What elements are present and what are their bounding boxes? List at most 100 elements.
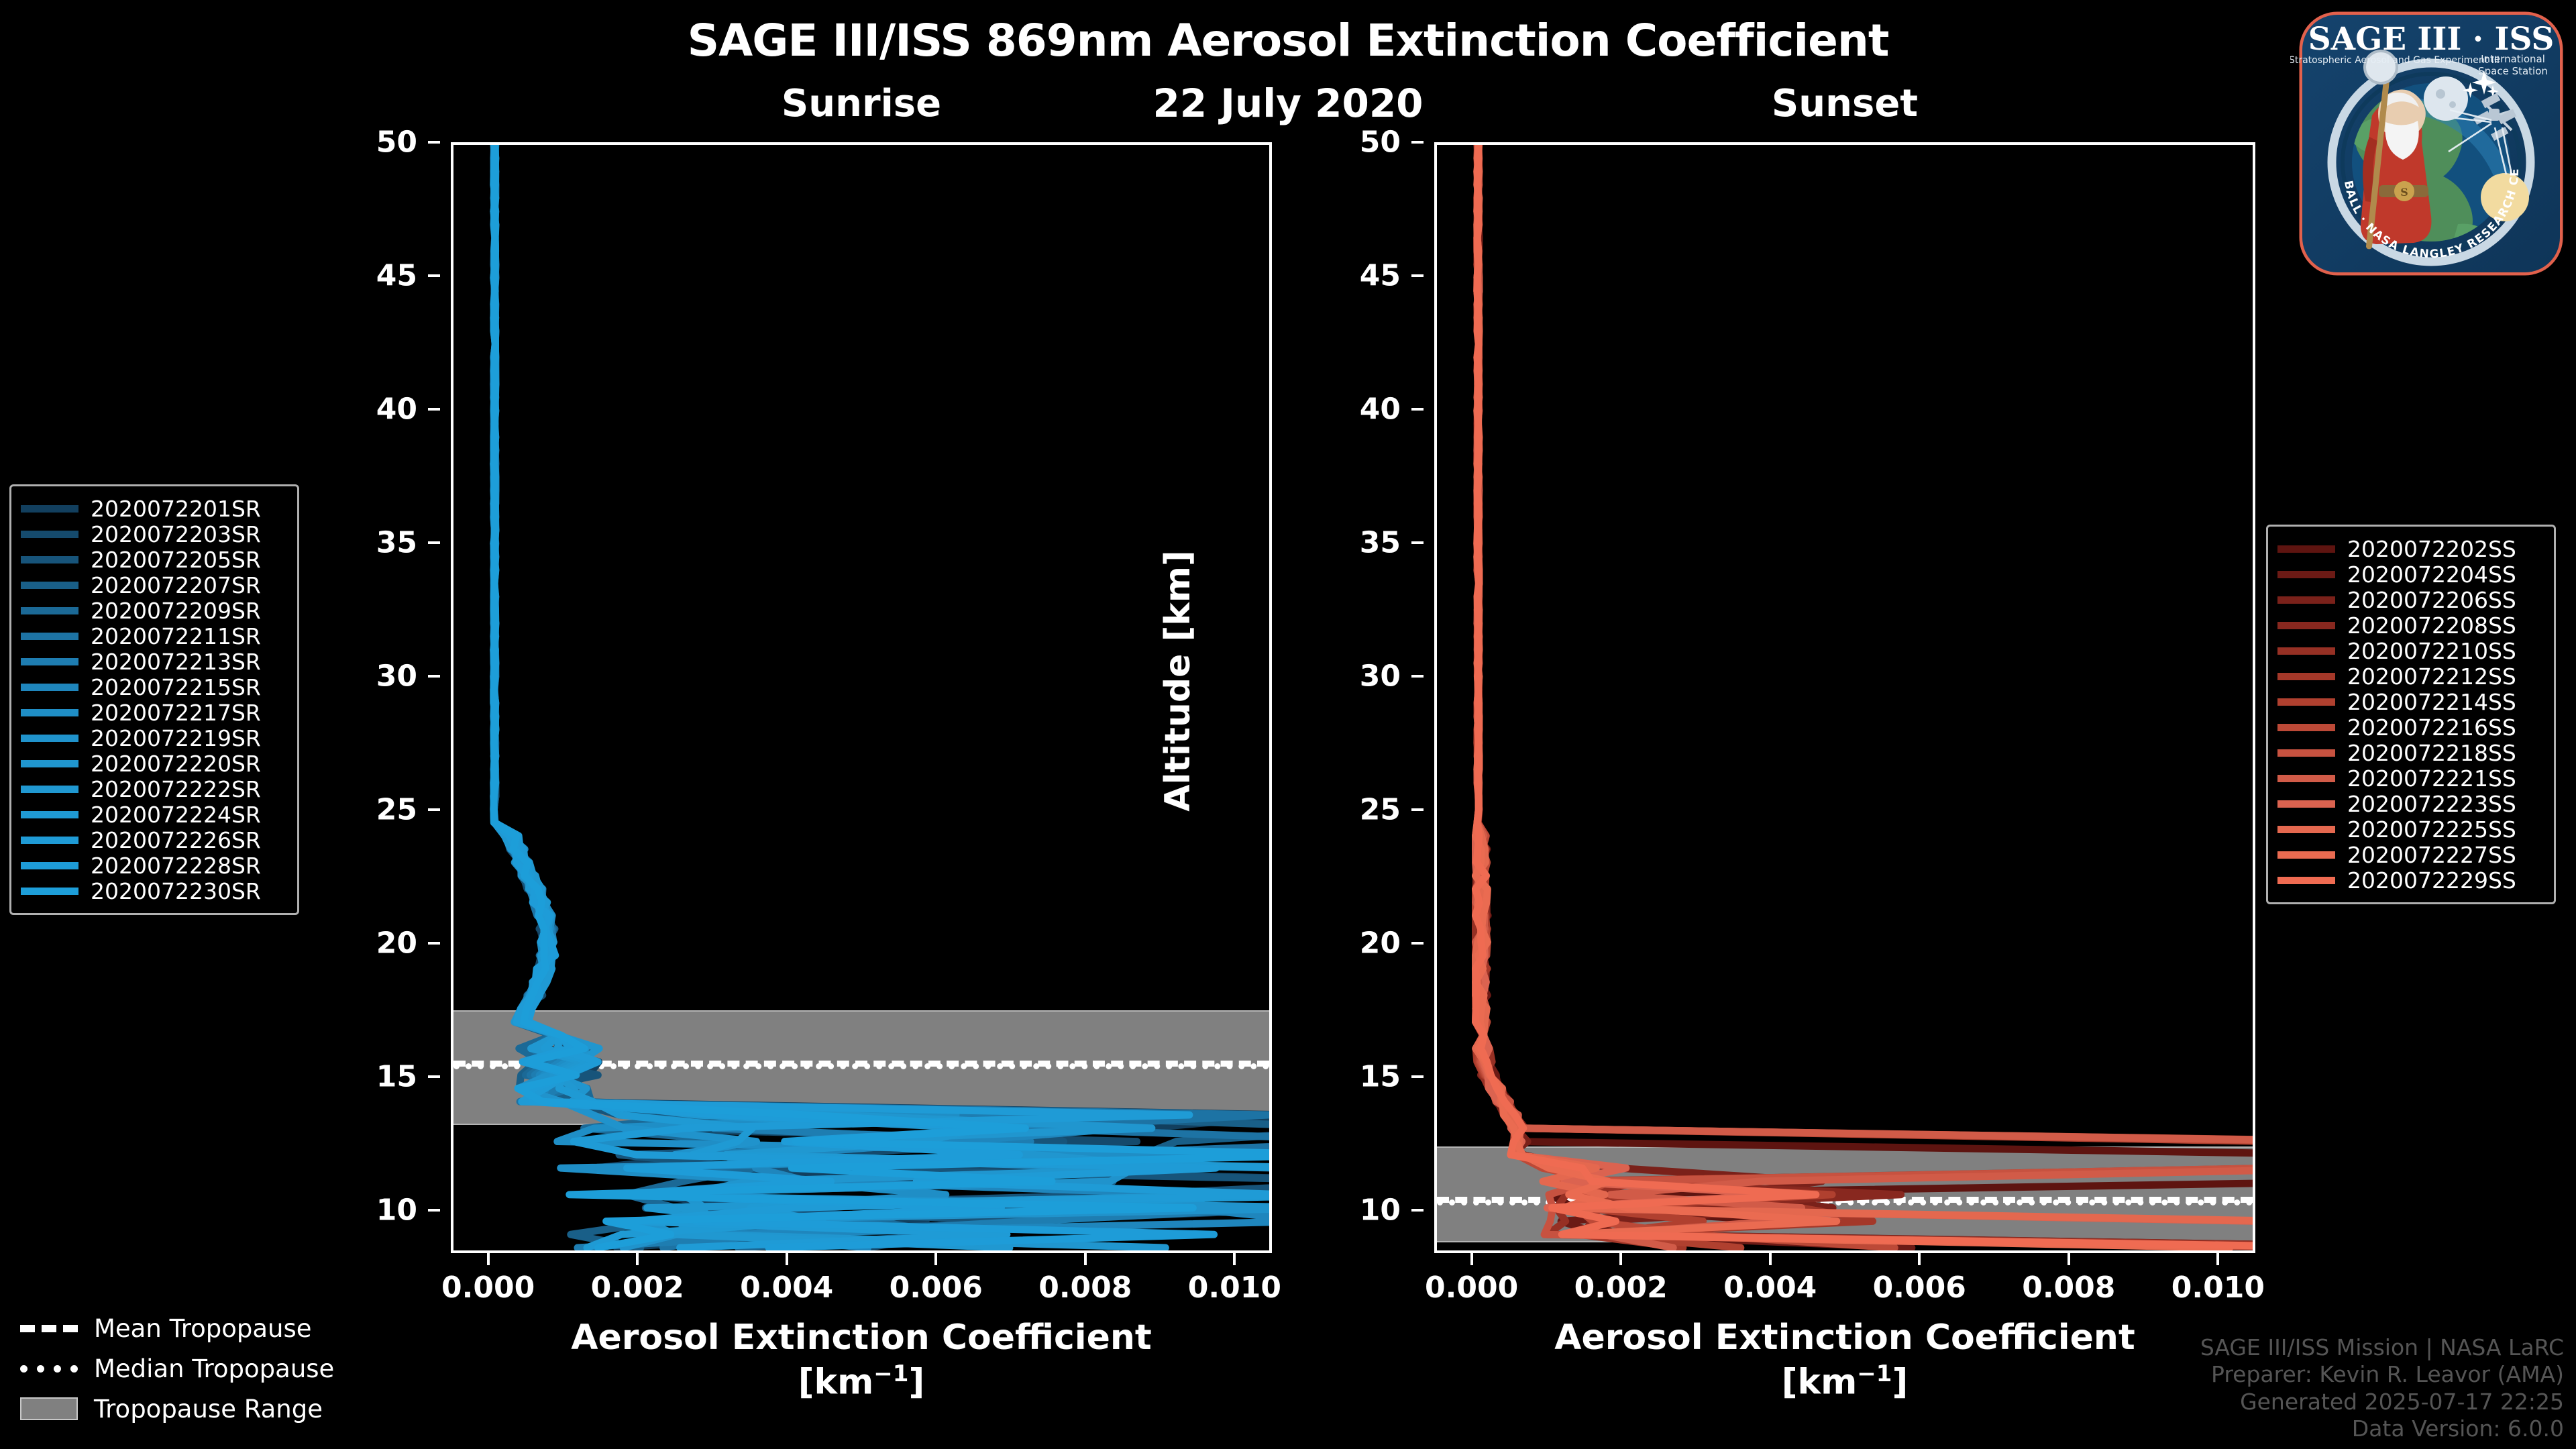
legend-item[interactable]: 2020072210SS [2277, 637, 2542, 664]
credits-line-mission: SAGE III/ISS Mission | NASA LaRC [2200, 1334, 2564, 1360]
legend-item-label: 2020072210SS [2347, 637, 2516, 664]
legend-item[interactable]: 2020072219SR [21, 725, 285, 751]
sunrise-y-axis: 10 15 20 25 30 35 40 45 50 [322, 125, 440, 1253]
profile-line [1472, 145, 2253, 1224]
legend-item[interactable]: 2020072216SS [2277, 714, 2542, 741]
legend-item[interactable]: 2020072208SS [2277, 612, 2542, 639]
legend-item[interactable]: 2020072202SS [2277, 535, 2542, 562]
legend-item[interactable]: 2020072206SS [2277, 587, 2542, 613]
legend-line-icon [2277, 672, 2335, 680]
legend-item[interactable]: 2020072203SR [21, 521, 285, 547]
y-tick-mark [1411, 808, 1424, 812]
key-row-tropopause-range: Tropopause Range [20, 1389, 334, 1429]
legend-line-icon [2277, 698, 2335, 706]
x-tick-label: 0.002 [590, 1271, 684, 1305]
median-tropopause-line-sunrise [453, 1063, 1269, 1070]
y-tick-label: 15 [1359, 1059, 1401, 1094]
y-tick-mark [1411, 141, 1424, 144]
logo-subtitle-left: Stratospheric Aerosol and Gas Experiment… [2290, 55, 2500, 66]
legend-item[interactable]: 2020072226SR [21, 827, 285, 853]
legend-item[interactable]: 2020072225SS [2277, 816, 2542, 843]
x-tick-label: 0.006 [889, 1271, 983, 1305]
legend-line-icon [2277, 723, 2335, 731]
legend-line-icon [21, 683, 78, 691]
legend-line-icon [2277, 621, 2335, 629]
credits-block: SAGE III/ISS Mission | NASA LaRC Prepare… [2200, 1334, 2564, 1442]
x-tick-label: 0.010 [1187, 1271, 1281, 1305]
svg-text:S: S [2400, 186, 2408, 199]
legend-item[interactable]: 2020072229SS [2277, 867, 2542, 894]
sunrise-x-axis-title: Aerosol Extinction Coefficient [km−1] [451, 1316, 1272, 1404]
x-tick-mark [636, 1253, 639, 1265]
legend-item[interactable]: 2020072215SR [21, 674, 285, 700]
profile-line [1472, 145, 2253, 1250]
profile-line [490, 145, 1269, 1250]
x-tick-mark [2067, 1253, 2070, 1265]
legend-item[interactable]: 2020072207SR [21, 572, 285, 598]
legend-item-label: 2020072209SR [91, 597, 261, 624]
legend-line-icon [21, 887, 78, 895]
legend-item-label: 2020072221SS [2347, 765, 2516, 792]
legend-item[interactable]: 2020072224SR [21, 802, 285, 828]
y-tick-mark [428, 274, 440, 278]
legend-item[interactable]: 2020072214SS [2277, 688, 2542, 715]
y-tick-mark [428, 1209, 440, 1212]
legend-item-label: 2020072228SR [91, 852, 261, 879]
profile-line [490, 145, 1269, 1250]
y-tick-label: 40 [1359, 392, 1401, 427]
y-tick-mark [428, 408, 440, 411]
logo-title: SAGE III · ISS [2308, 21, 2555, 58]
legend-item-label: 2020072211SR [91, 623, 261, 649]
y-tick-label: 10 [376, 1193, 417, 1228]
legend-line-icon [2277, 851, 2335, 859]
sunset-panel-title: Sunset [1771, 82, 1919, 125]
logo-subtitle-right-1: International [2481, 53, 2545, 65]
legend-line-icon [2277, 570, 2335, 578]
sunset-plot-area [1434, 142, 2255, 1253]
legend-item-label: 2020072202SS [2347, 535, 2516, 562]
date-subtitle: 22 July 2020 [1152, 80, 1424, 126]
profile-line [1472, 145, 2253, 1250]
sunset-legend[interactable]: 2020072202SS 2020072204SS 2020072206SS 2020… [2266, 525, 2556, 904]
legend-item[interactable]: 2020072230SR [21, 878, 285, 904]
legend-line-icon [2277, 545, 2335, 553]
key-row-mean-tropopause: Mean Tropopause [20, 1308, 334, 1348]
page-title: SAGE III/ISS 869nm Aerosol Extinction Co… [687, 15, 1890, 66]
profile-line [490, 145, 1269, 1250]
sunset-x-axis-title: Aerosol Extinction Coefficient [km−1] [1434, 1316, 2255, 1404]
legend-item[interactable]: 2020072220SR [21, 751, 285, 777]
legend-item[interactable]: 2020072212SS [2277, 663, 2542, 690]
x-tick-label: 0.008 [1038, 1271, 1132, 1305]
y-tick-label: 20 [1359, 926, 1401, 961]
legend-item[interactable]: 2020072209SR [21, 597, 285, 624]
sunrise-legend[interactable]: 2020072201SR 2020072203SR 2020072205SR 2020… [9, 484, 299, 915]
legend-item[interactable]: 2020072221SS [2277, 765, 2542, 792]
legend-item-label: 2020072214SS [2347, 688, 2516, 715]
legend-item[interactable]: 2020072201SR [21, 496, 285, 522]
legend-item[interactable]: 2020072213SR [21, 649, 285, 675]
legend-item[interactable]: 2020072204SS [2277, 561, 2542, 588]
legend-item[interactable]: 2020072211SR [21, 623, 285, 649]
profile-line [490, 145, 1269, 1250]
profile-line [1472, 145, 2253, 1248]
y-tick-mark [428, 675, 440, 678]
profile-line [490, 145, 1269, 1250]
legend-item[interactable]: 2020072228SR [21, 852, 285, 879]
y-tick-mark [1411, 274, 1424, 278]
key-label-tropopause-range: Tropopause Range [94, 1394, 323, 1424]
profile-line [490, 145, 1269, 1250]
legend-item[interactable]: 2020072222SR [21, 776, 285, 802]
legend-item[interactable]: 2020072218SS [2277, 740, 2542, 766]
legend-item[interactable]: 2020072217SR [21, 700, 285, 726]
legend-item[interactable]: 2020072223SS [2277, 791, 2542, 817]
legend-item[interactable]: 2020072227SS [2277, 842, 2542, 868]
y-tick-mark [428, 808, 440, 812]
profile-line [490, 145, 1269, 1250]
sunset-y-axis-title: Altitude [km] [1158, 550, 1198, 812]
legend-item[interactable]: 2020072205SR [21, 547, 285, 573]
y-tick-mark [428, 541, 440, 545]
x-tick-mark [1233, 1253, 1236, 1265]
y-tick-mark [1411, 1075, 1424, 1079]
sage-iii-iss-logo-icon: S BALL · NASA LANGLEY RESEARCH CENTER · … [2289, 3, 2572, 284]
x-tick-mark [1083, 1253, 1087, 1265]
